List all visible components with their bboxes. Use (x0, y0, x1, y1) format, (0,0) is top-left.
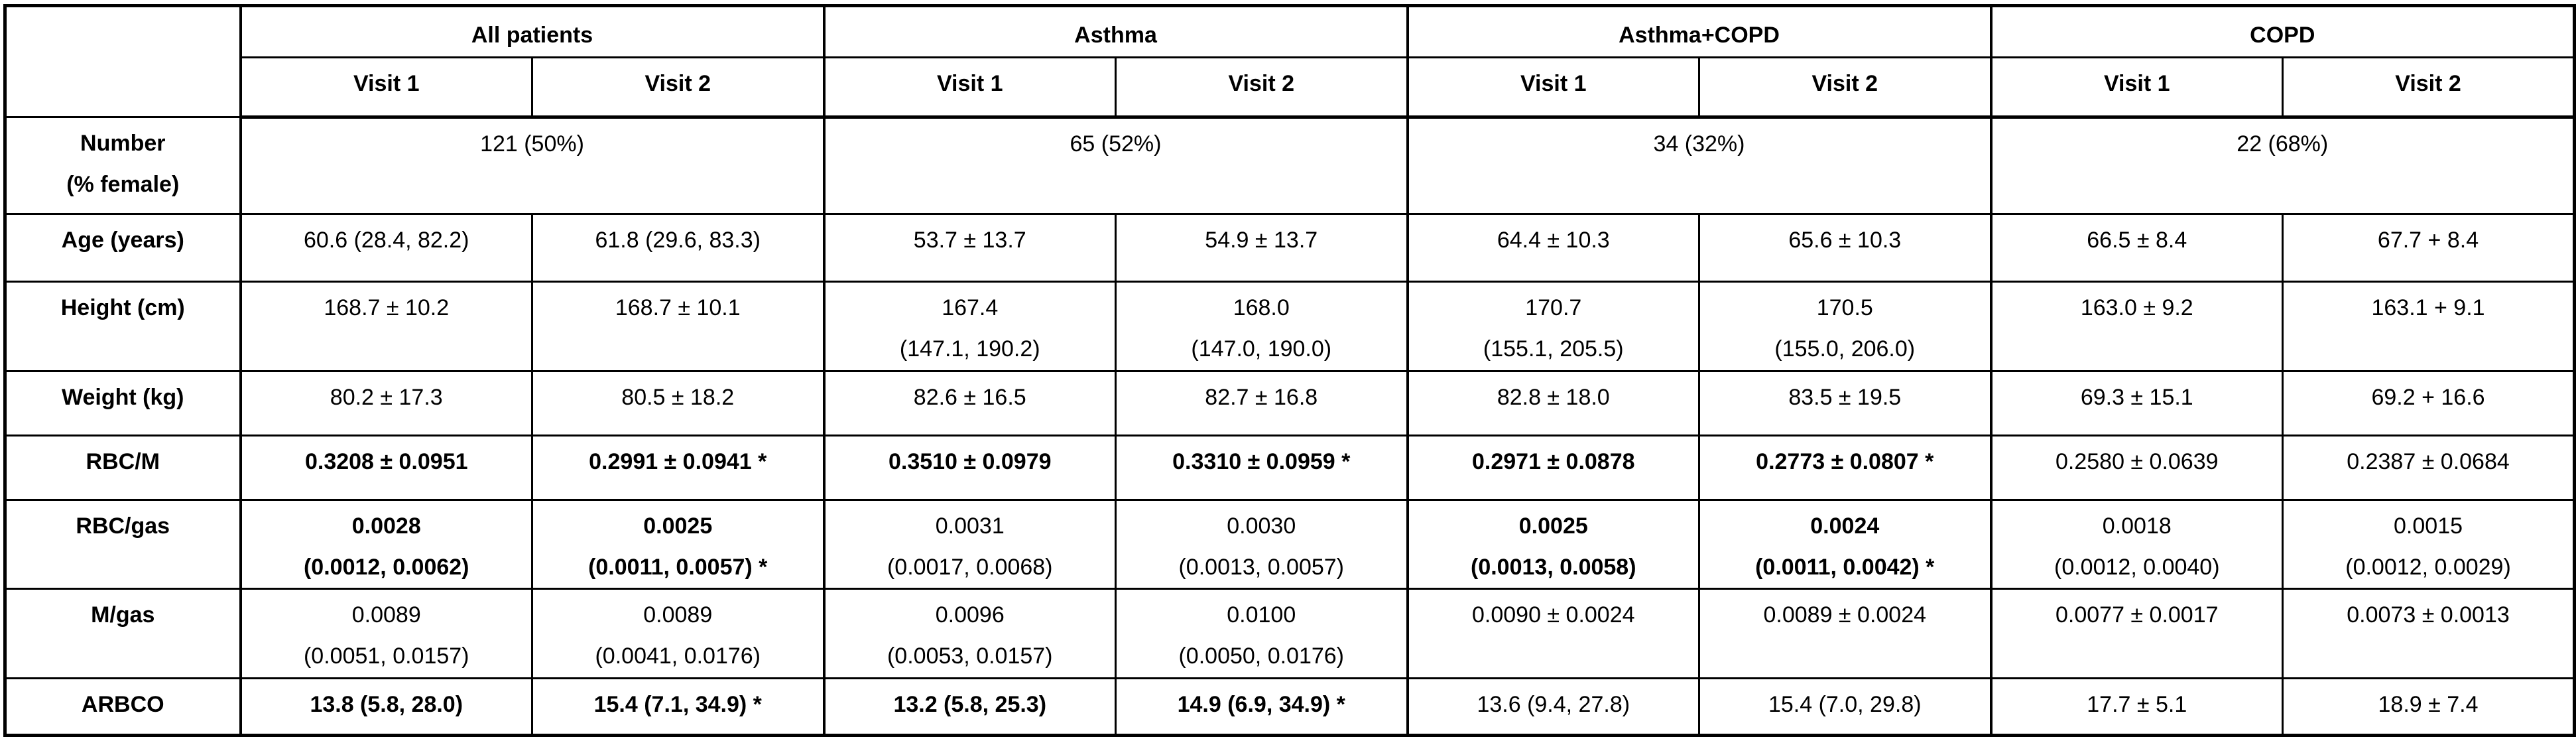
table-row-m-gas: M/gas 0.0089 (0.0051, 0.0157) 0.0089 (0.… (4, 588, 2576, 680)
table-cell: 82.8 ± 18.0 (1406, 369, 1701, 436)
table-cell: 15.4 (7.0, 29.8) (1698, 677, 1993, 737)
table-cell: 0.0030 (0.0013, 0.0057) (1115, 498, 1409, 590)
table-cell: 168.7 ± 10.1 (531, 280, 825, 372)
table-row-number: Number (% female) 121 (50%) 65 (52%) 34 … (4, 115, 2576, 215)
table-cell: 0.0090 ± 0.0024 (1406, 588, 1701, 680)
table-cell: 14.9 (6.9, 34.9) * (1115, 677, 1409, 737)
col-group-asthma: Asthma (822, 5, 1409, 58)
patient-characteristics-table: All patients Asthma Asthma+COPD COPD Vis… (3, 4, 2576, 737)
visit-header: Visit 2 (2282, 56, 2576, 119)
table-cell: 17.7 ± 5.1 (1989, 677, 2284, 737)
visit-header: Visit 1 (1406, 56, 1701, 119)
visit-header: Visit 2 (1115, 56, 1409, 119)
table-cell: 167.4 (147.1, 190.2) (822, 280, 1117, 372)
table-cell: 13.2 (5.8, 25.3) (822, 677, 1117, 737)
table-row-rbc-m: RBC/M 0.3208 ± 0.0951 0.2991 ± 0.0941 * … (4, 434, 2576, 501)
table-cell: 0.0096 (0.0053, 0.0157) (822, 588, 1117, 680)
visit-header: Visit 2 (531, 56, 825, 119)
table-cell: 0.2971 ± 0.0878 (1406, 434, 1701, 501)
table-row-height: Height (cm) 168.7 ± 10.2 168.7 ± 10.1 16… (4, 280, 2576, 372)
table-cell: 53.7 ± 13.7 (822, 212, 1117, 283)
table-cell: 0.0018 (0.0012, 0.0040) (1989, 498, 2284, 590)
table-row-weight: Weight (kg) 80.2 ± 17.3 80.5 ± 18.2 82.6… (4, 369, 2576, 436)
table-cell: 13.6 (9.4, 27.8) (1406, 677, 1701, 737)
table-cell: 163.0 ± 9.2 (1989, 280, 2284, 372)
table-cell: 0.0089 ± 0.0024 (1698, 588, 1993, 680)
visit-header: Visit 1 (822, 56, 1117, 119)
table-cell: 0.0031 (0.0017, 0.0068) (822, 498, 1117, 590)
table-cell: 65.6 ± 10.3 (1698, 212, 1993, 283)
table-cell: 66.5 ± 8.4 (1989, 212, 2284, 283)
row-label-rbc-m: RBC/M (4, 434, 241, 501)
table-cell: 69.2 + 16.6 (2282, 369, 2576, 436)
table-cell: 0.0025 (0.0013, 0.0058) (1406, 498, 1701, 590)
table-cell: 168.0 (147.0, 190.0) (1115, 280, 1409, 372)
table-cell: 64.4 ± 10.3 (1406, 212, 1701, 283)
table-cell: 80.2 ± 17.3 (239, 369, 533, 436)
table-cell: 0.0015 (0.0012, 0.0029) (2282, 498, 2576, 590)
table-row-age: Age (years) 60.6 (28.4, 82.2) 61.8 (29.6… (4, 212, 2576, 283)
table-cell: 0.0100 (0.0050, 0.0176) (1115, 588, 1409, 680)
table-cell: 0.0077 ± 0.0017 (1989, 588, 2284, 680)
table-row-arbco: ARBCO 13.8 (5.8, 28.0) 15.4 (7.1, 34.9) … (4, 677, 2576, 737)
table-cell: 82.7 ± 16.8 (1115, 369, 1409, 436)
table-cell: 170.7 (155.1, 205.5) (1406, 280, 1701, 372)
table-cell: 82.6 ± 16.5 (822, 369, 1117, 436)
row-label-age: Age (years) (4, 212, 241, 283)
table-cell: 80.5 ± 18.2 (531, 369, 825, 436)
table-cell: 65 (52%) (822, 115, 1409, 215)
table-cell: 0.2773 ± 0.0807 * (1698, 434, 1993, 501)
table-cell: 0.0025 (0.0011, 0.0057) * (531, 498, 825, 590)
table-cell: 15.4 (7.1, 34.9) * (531, 677, 825, 737)
table-cell: 83.5 ± 19.5 (1698, 369, 1993, 436)
table-cell: 0.0089 (0.0041, 0.0176) (531, 588, 825, 680)
table-cell: 67.7 + 8.4 (2282, 212, 2576, 283)
table-cell: 54.9 ± 13.7 (1115, 212, 1409, 283)
row-label-arbco: ARBCO (4, 677, 241, 737)
table-cell: 0.2991 ± 0.0941 * (531, 434, 825, 501)
row-label-weight: Weight (kg) (4, 369, 241, 436)
table-cell: 170.5 (155.0, 206.0) (1698, 280, 1993, 372)
group-header-row: All patients Asthma Asthma+COPD COPD (4, 5, 2576, 118)
table-cell: 0.3510 ± 0.0979 (822, 434, 1117, 501)
col-group-all-patients: All patients (239, 5, 825, 58)
table-cell: 18.9 ± 7.4 (2282, 677, 2576, 737)
col-group-copd: COPD (1989, 5, 2576, 58)
table-cell: 0.3208 ± 0.0951 (239, 434, 533, 501)
table-cell: 13.8 (5.8, 28.0) (239, 677, 533, 737)
table-row-rbc-gas: RBC/gas 0.0028 (0.0012, 0.0062) 0.0025 (… (4, 498, 2576, 590)
table-cell: 0.0024 (0.0011, 0.0042) * (1698, 498, 1993, 590)
table-cell: 0.0028 (0.0012, 0.0062) (239, 498, 533, 590)
table-cell: 168.7 ± 10.2 (239, 280, 533, 372)
table-cell: 0.0089 (0.0051, 0.0157) (239, 588, 533, 680)
table-cell: 0.2580 ± 0.0639 (1989, 434, 2284, 501)
row-label-rbc-gas: RBC/gas (4, 498, 241, 590)
table-cell: 0.2387 ± 0.0684 (2282, 434, 2576, 501)
visit-header: Visit 1 (1989, 56, 2284, 119)
visit-header: Visit 2 (1698, 56, 1993, 119)
table-cell: 22 (68%) (1989, 115, 2576, 215)
visit-header: Visit 1 (239, 56, 533, 119)
row-label-number: Number (% female) (4, 115, 241, 215)
row-label-height: Height (cm) (4, 280, 241, 372)
table-cell: 163.1 + 9.1 (2282, 280, 2576, 372)
col-group-asthma-copd: Asthma+COPD (1406, 5, 1993, 58)
corner-cell (4, 5, 241, 118)
visit-header-row: Visit 1 Visit 2 Visit 1 Visit 2 Visit 1 … (5, 56, 2576, 119)
table-cell: 60.6 (28.4, 82.2) (239, 212, 533, 283)
table-cell: 0.0073 ± 0.0013 (2282, 588, 2576, 680)
table-cell: 69.3 ± 15.1 (1989, 369, 2284, 436)
table-cell: 0.3310 ± 0.0959 * (1115, 434, 1409, 501)
table-cell: 34 (32%) (1406, 115, 1993, 215)
row-label-m-gas: M/gas (4, 588, 241, 680)
table-cell: 121 (50%) (239, 115, 825, 215)
table-cell: 61.8 (29.6, 83.3) (531, 212, 825, 283)
